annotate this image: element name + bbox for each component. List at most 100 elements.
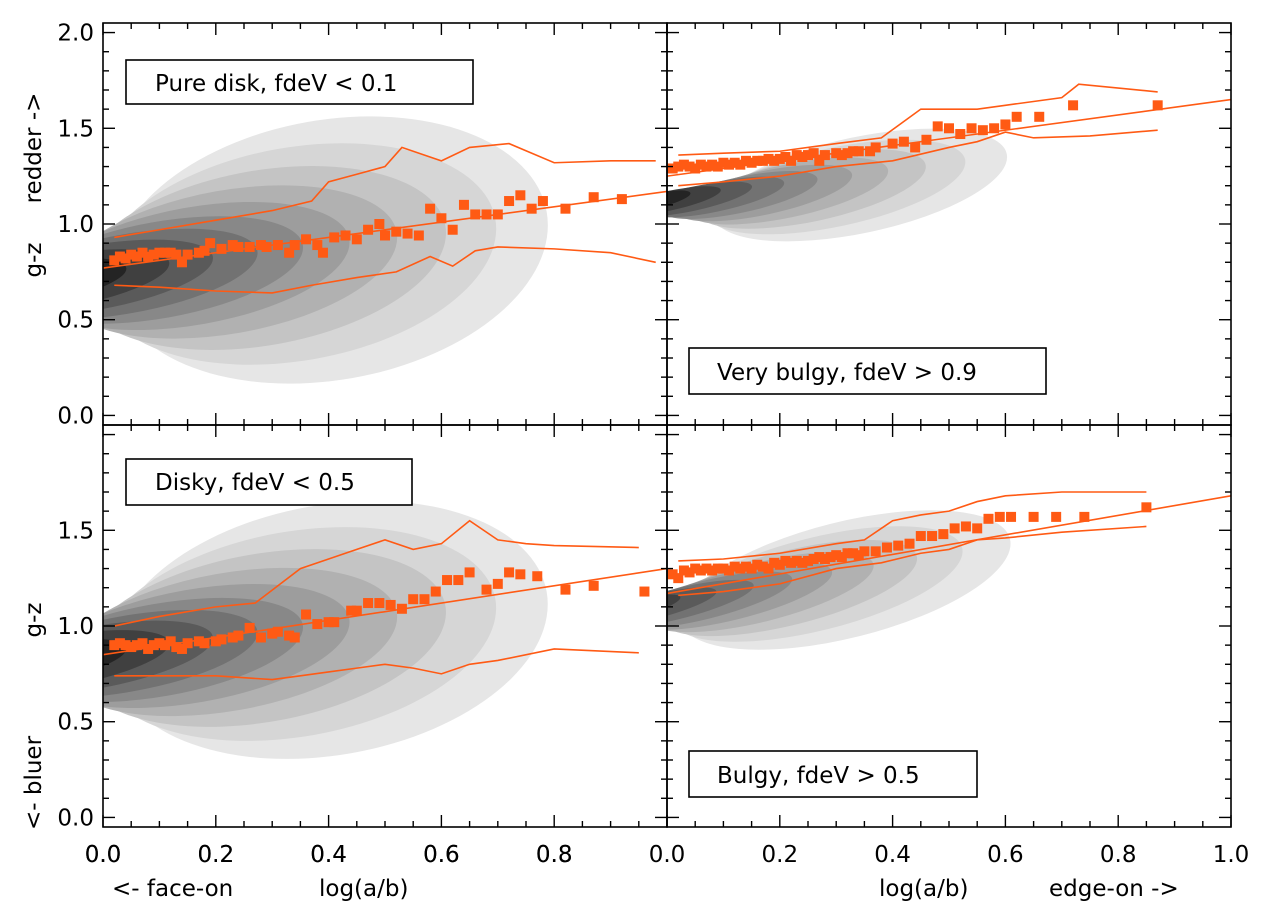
annotation-top-left: Pure disk, fdeV < 0.1 bbox=[125, 59, 474, 105]
data-point bbox=[786, 155, 797, 166]
data-point bbox=[966, 123, 977, 134]
data-point bbox=[752, 559, 763, 570]
data-point bbox=[160, 247, 171, 258]
data-point bbox=[261, 241, 272, 252]
data-point bbox=[695, 159, 706, 170]
data-point bbox=[216, 243, 227, 254]
x-tick-label: 0.6 bbox=[423, 842, 460, 868]
y-tick-label: 1.0 bbox=[57, 614, 94, 640]
data-point bbox=[729, 157, 740, 168]
data-point bbox=[171, 249, 182, 260]
y-tick-label: 0.0 bbox=[57, 805, 94, 831]
data-point bbox=[1034, 111, 1045, 122]
fit-line bbox=[667, 495, 1231, 595]
contour-level bbox=[539, 595, 647, 636]
data-point bbox=[842, 548, 853, 559]
data-point bbox=[131, 640, 142, 651]
data-point bbox=[515, 569, 526, 580]
y-tick-label: 1.0 bbox=[57, 212, 94, 238]
data-point bbox=[972, 523, 983, 534]
data-point bbox=[272, 240, 283, 251]
data-point bbox=[746, 157, 757, 168]
x-tick-label: 0.0 bbox=[85, 842, 122, 868]
y-axis-label-top: g-z bbox=[21, 243, 47, 278]
data-point bbox=[374, 219, 385, 229]
data-point bbox=[803, 150, 813, 161]
data-point bbox=[182, 249, 193, 260]
density-contours bbox=[103, 116, 1011, 759]
data-point bbox=[374, 598, 385, 609]
data-point bbox=[560, 584, 571, 595]
data-point bbox=[921, 134, 932, 145]
data-point bbox=[763, 153, 774, 164]
x-tick-label: 0.2 bbox=[762, 842, 799, 868]
x-tick-label: 0.0 bbox=[85, 842, 122, 868]
data-point bbox=[1011, 111, 1022, 122]
data-point bbox=[870, 546, 881, 557]
data-point bbox=[154, 638, 165, 649]
data-point bbox=[137, 247, 148, 258]
data-point bbox=[735, 159, 746, 170]
data-point bbox=[910, 142, 921, 153]
data-point bbox=[160, 640, 171, 651]
data-point bbox=[210, 636, 221, 647]
data-point bbox=[853, 146, 864, 157]
data-point bbox=[915, 531, 926, 542]
y-tick-label: 2.0 bbox=[57, 21, 94, 47]
data-point bbox=[848, 146, 859, 157]
data-point bbox=[408, 594, 419, 605]
lower-percentile-line bbox=[678, 129, 1158, 187]
data-point bbox=[346, 605, 357, 616]
data-point bbox=[244, 241, 255, 252]
data-point bbox=[442, 575, 453, 586]
data-point bbox=[808, 554, 819, 564]
data-point bbox=[244, 622, 255, 633]
data-point bbox=[233, 241, 244, 252]
data-point bbox=[814, 155, 825, 166]
data-point bbox=[492, 578, 503, 589]
data-point bbox=[927, 531, 938, 542]
data-point bbox=[165, 247, 176, 258]
data-point bbox=[1028, 511, 1039, 522]
data-point bbox=[385, 599, 396, 610]
data-point bbox=[301, 234, 312, 245]
data-point bbox=[667, 569, 678, 580]
data-point bbox=[255, 632, 266, 643]
data-point bbox=[786, 557, 797, 568]
data-point bbox=[131, 251, 142, 262]
data-point bbox=[769, 557, 780, 568]
data-point bbox=[898, 136, 909, 147]
data-point bbox=[351, 605, 362, 616]
data-point bbox=[853, 550, 864, 561]
data-point bbox=[831, 148, 842, 159]
data-point bbox=[695, 565, 706, 576]
x-axis-label-left: <- face-on bbox=[112, 876, 233, 902]
panel-series bbox=[667, 83, 1231, 187]
data-point bbox=[797, 152, 808, 162]
data-point bbox=[137, 638, 148, 649]
annotation-bottom-right: Bulgy, fdeV > 0.5 bbox=[688, 750, 978, 798]
data-point bbox=[380, 230, 390, 241]
lower-percentile-line bbox=[678, 525, 1147, 597]
data-point bbox=[120, 253, 131, 264]
data-point bbox=[701, 161, 712, 172]
data-point bbox=[740, 561, 751, 572]
data-point bbox=[712, 563, 723, 574]
x-axis-label-left-mid: log(a/b) bbox=[319, 876, 408, 902]
data-point bbox=[289, 632, 300, 643]
data-point bbox=[893, 540, 904, 551]
data-point bbox=[1141, 502, 1152, 513]
x-tick-label: 0.2 bbox=[198, 842, 235, 868]
data-point bbox=[960, 521, 971, 532]
data-point bbox=[932, 121, 943, 132]
data-point bbox=[1051, 511, 1062, 522]
y-tick-label: 1.5 bbox=[57, 518, 94, 544]
y-tick-label: 0.0 bbox=[57, 403, 94, 429]
data-point bbox=[289, 240, 300, 251]
y-tick-label: 1.5 bbox=[57, 116, 94, 142]
data-point bbox=[1152, 100, 1163, 111]
data-point bbox=[944, 123, 954, 134]
data-point bbox=[419, 594, 430, 605]
data-point bbox=[774, 559, 785, 570]
data-point bbox=[791, 555, 802, 566]
